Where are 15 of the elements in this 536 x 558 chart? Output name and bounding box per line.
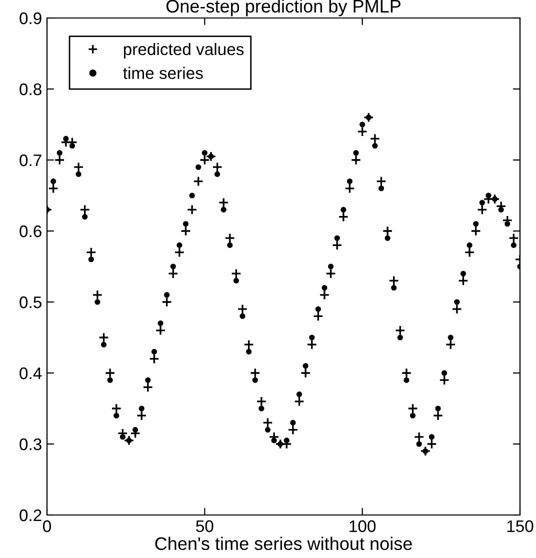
y-tick-label: 0.9 xyxy=(20,12,42,24)
y-tick-label: 0.4 xyxy=(20,367,42,380)
x-tick-label: 50 xyxy=(196,520,214,532)
y-tick-label: 0.3 xyxy=(20,438,42,450)
legend-label: predicted values xyxy=(124,42,244,58)
y-tick-label: 0.2 xyxy=(20,509,42,522)
y-tick-label: 0.8 xyxy=(20,83,42,96)
legend-label: time series xyxy=(123,66,203,80)
x-tick-label: 150 xyxy=(507,520,534,532)
x-tick-label: 0 xyxy=(43,520,51,532)
y-tick-label: 0.5 xyxy=(20,296,42,308)
x-tick-label: 100 xyxy=(350,520,376,532)
x-axis-title: Chen's time series without noise xyxy=(155,536,412,550)
y-tick-label: 0.7 xyxy=(20,154,42,166)
y-tick-label: 0.6 xyxy=(20,225,42,238)
